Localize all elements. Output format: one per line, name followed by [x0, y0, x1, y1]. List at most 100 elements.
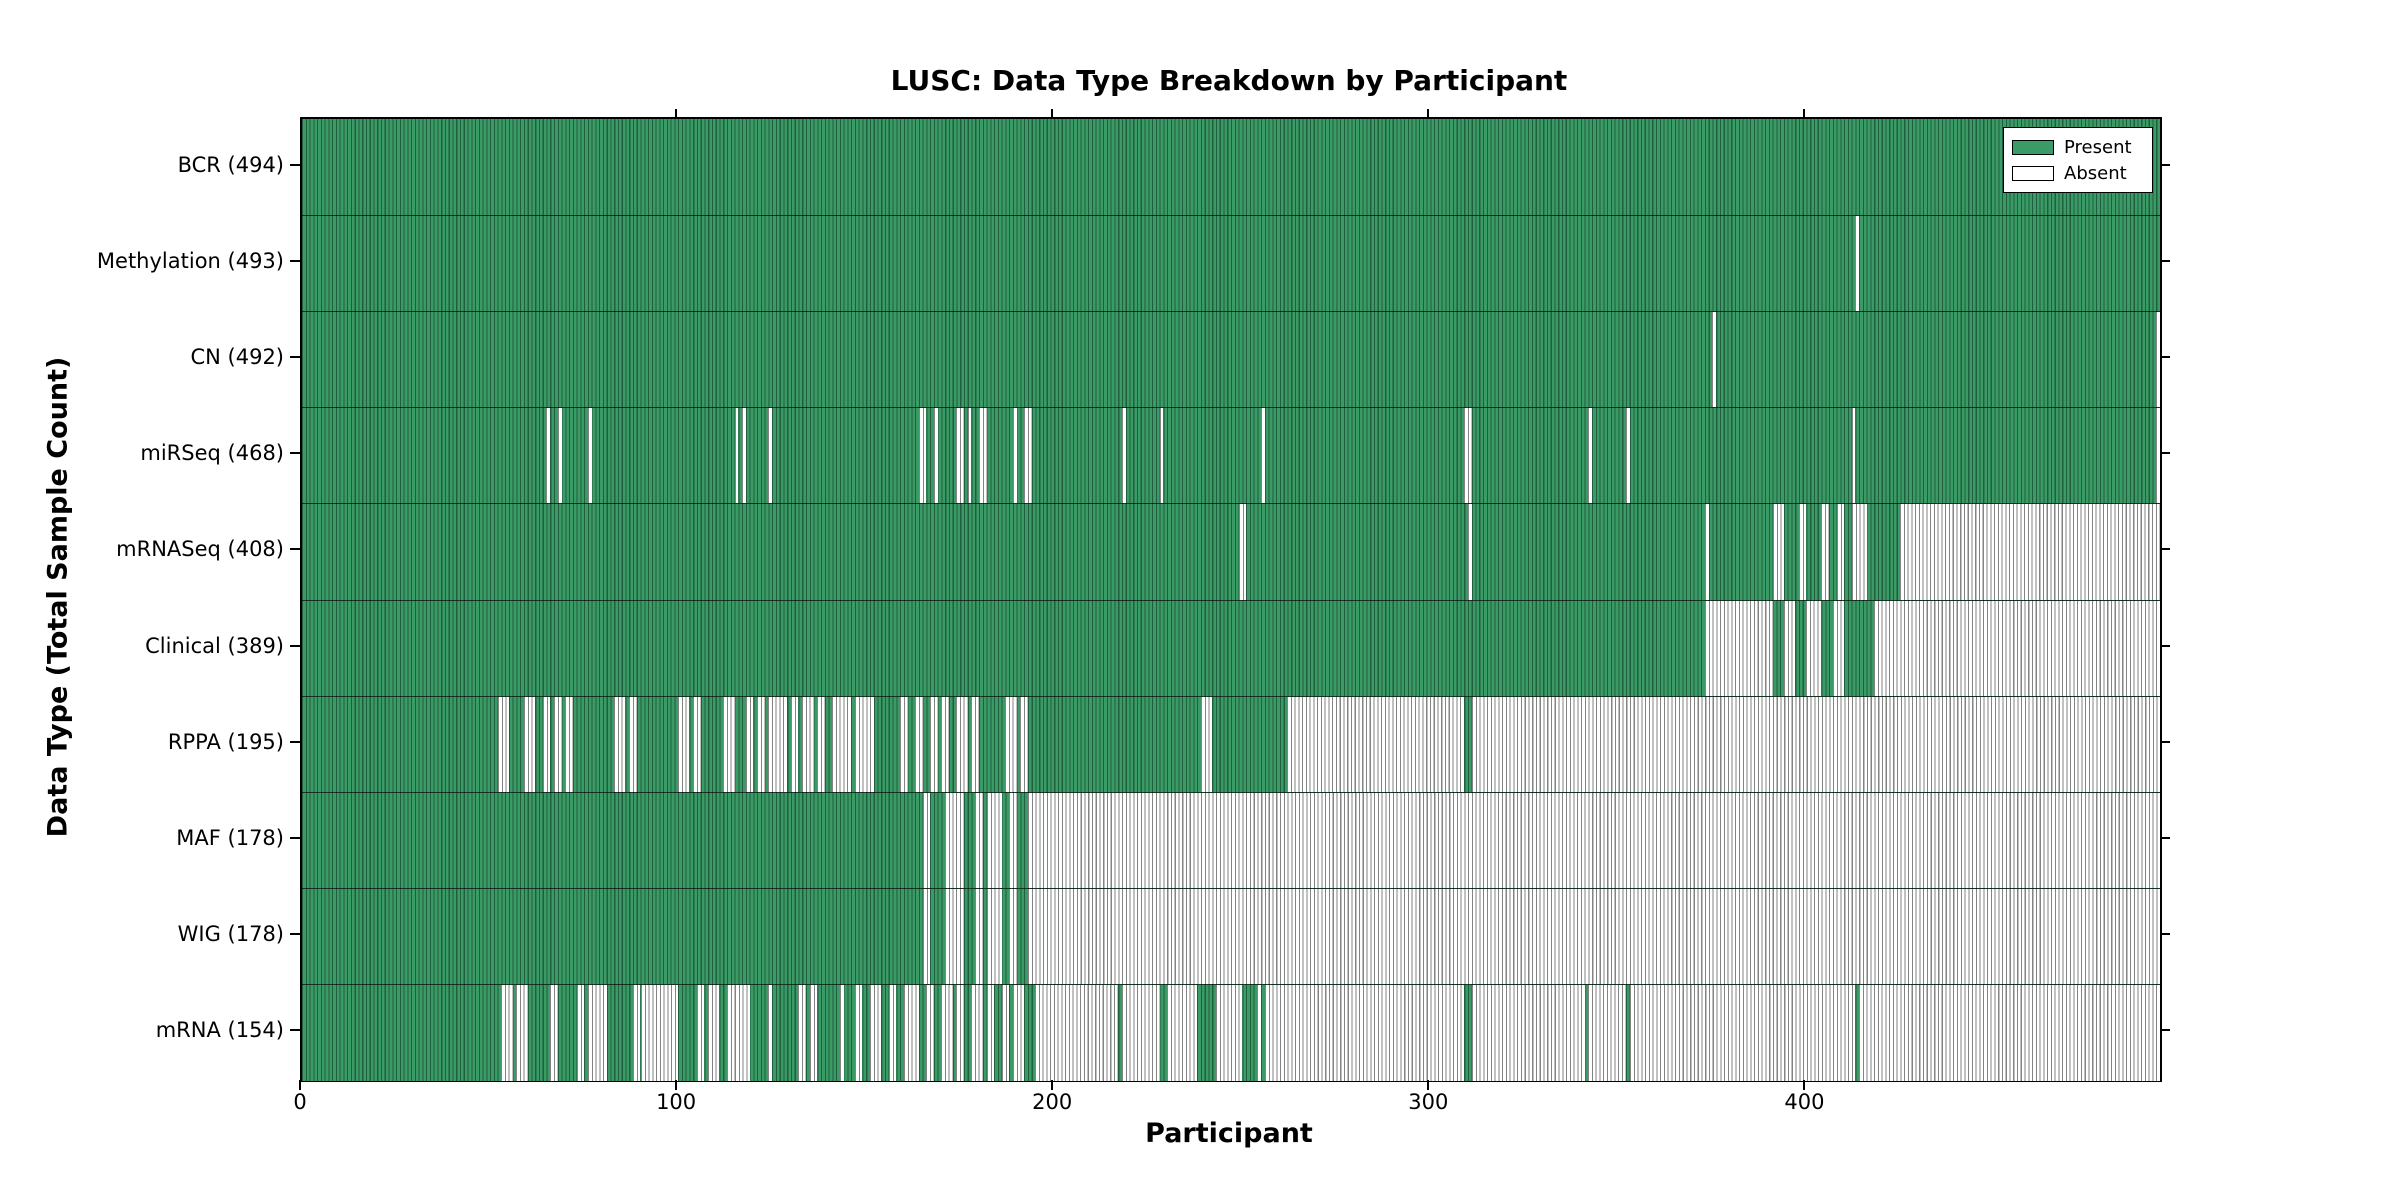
absent-block: [723, 696, 735, 793]
absent-block: [1287, 696, 1465, 793]
absent-block: [817, 696, 825, 793]
absent-block: [1798, 504, 1807, 601]
y-tick-mark-right: [2160, 740, 2170, 743]
absent-block: [557, 408, 562, 505]
absent-block: [734, 984, 750, 1081]
absent-block: [614, 696, 626, 793]
absent-block: [1027, 792, 2160, 889]
absent-block: [1625, 408, 1630, 505]
x-tick-mark-top: [1803, 109, 1806, 117]
y-tick-mark-left: [290, 644, 300, 647]
absent-block: [550, 984, 558, 1081]
matrix-row-RPPA: [302, 695, 2160, 793]
y-tick-label-miRSeq: miRSeq (468): [140, 441, 284, 466]
absent-block: [1783, 600, 1796, 697]
absent-block: [1859, 984, 2160, 1081]
absent-block: [546, 408, 551, 505]
y-tick-mark-right: [2160, 836, 2170, 839]
absent-block: [933, 408, 938, 505]
absent-block: [941, 984, 953, 1081]
matrix-row-Methylation: [302, 215, 2160, 313]
absent-block: [501, 984, 513, 1081]
x-tick-mark-top: [1051, 109, 1054, 117]
matrix-row-mRNA: [302, 983, 2160, 1081]
absent-block: [839, 984, 844, 1081]
y-tick-mark-right: [2160, 164, 2170, 167]
absent-block: [971, 984, 983, 1081]
absent-block: [1588, 408, 1593, 505]
absent-block: [1261, 408, 1265, 505]
absent-block: [1629, 984, 1856, 1081]
x-tick-label: 0: [293, 1090, 307, 1114]
legend-entry-absent: Absent: [2012, 160, 2144, 186]
matrix-row-miRSeq: [302, 407, 2160, 505]
absent-block: [1772, 504, 1784, 601]
absent-block: [768, 984, 773, 1081]
absent-block: [1159, 408, 1164, 505]
absent-block: [930, 696, 938, 793]
absent-block: [922, 888, 931, 985]
x-tick-label: 100: [656, 1090, 697, 1114]
absent-block: [1874, 600, 2160, 697]
y-tick-label-BCR: BCR (494): [177, 153, 284, 178]
absent-block: [768, 696, 788, 793]
absent-block: [1238, 504, 1247, 601]
absent-block: [1024, 408, 1032, 505]
x-axis-title: Participant: [1145, 1118, 1313, 1149]
x-tick-mark-bottom: [675, 1080, 678, 1090]
absent-block: [587, 984, 607, 1081]
x-tick-label: 300: [1408, 1090, 1449, 1114]
absent-block: [1588, 984, 1626, 1081]
absent-block: [1712, 312, 1717, 409]
x-tick-label: 200: [1032, 1090, 1073, 1114]
absent-block: [956, 696, 968, 793]
absent-block: [1821, 504, 1829, 601]
x-tick-mark-bottom: [299, 1080, 301, 1090]
absent-block: [1020, 696, 1028, 793]
absent-block: [576, 984, 585, 1081]
x-tick-mark-top: [1427, 109, 1430, 117]
absent-block: [516, 984, 528, 1081]
absent-block: [1704, 504, 1709, 601]
y-tick-mark-left: [290, 356, 300, 359]
legend-label-absent: Absent: [2064, 162, 2127, 184]
absent-block: [1009, 888, 1017, 985]
absent-block: [1009, 792, 1017, 889]
chart-title: LUSC: Data Type Breakdown by Participant: [890, 64, 1568, 97]
absent-block: [1471, 696, 2160, 793]
matrix-row-Clinical: [302, 599, 2160, 697]
absent-block: [1464, 408, 1472, 505]
y-tick-mark-left: [290, 260, 300, 263]
absent-block: [1167, 984, 1198, 1081]
y-tick-mark-right: [2160, 452, 2170, 455]
absent-block: [632, 984, 641, 1081]
absent-block: [1035, 984, 1119, 1081]
y-tick-label-Methylation: Methylation (493): [96, 249, 284, 274]
y-tick-mark-right: [2160, 932, 2170, 935]
y-tick-mark-left: [290, 164, 300, 167]
absent-block: [967, 408, 972, 505]
x-tick-mark-top: [675, 109, 678, 117]
absent-block: [2156, 312, 2160, 409]
y-tick-mark-left: [290, 1028, 300, 1031]
absent-block: [802, 696, 814, 793]
absent-block: [1806, 600, 1822, 697]
absent-block: [975, 888, 983, 985]
absent-block: [941, 696, 949, 793]
absent-block: [693, 696, 701, 793]
matrix-row-CN: [302, 311, 2160, 409]
absent-block: [945, 792, 957, 889]
absent-block: [1855, 216, 1860, 313]
absent-block: [1012, 984, 1025, 1081]
absent-block: [742, 408, 746, 505]
absent-block: [986, 984, 995, 1081]
y-tick-label-WIG: WIG (178): [177, 921, 284, 946]
legend-entry-present: Present: [2012, 134, 2144, 160]
absent-block: [915, 696, 923, 793]
absent-block: [1704, 600, 1773, 697]
absent-block: [926, 984, 934, 1081]
plot-area: [300, 117, 2162, 1082]
absent-block: [809, 984, 818, 1081]
absent-block: [497, 696, 509, 793]
